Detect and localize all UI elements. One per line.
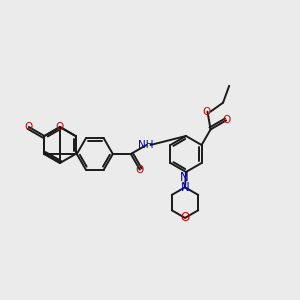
- Text: O: O: [202, 107, 211, 117]
- Text: N: N: [181, 181, 189, 194]
- Text: O: O: [180, 212, 190, 224]
- Text: O: O: [25, 122, 33, 132]
- Text: N: N: [180, 171, 188, 184]
- Text: O: O: [222, 116, 230, 125]
- Text: NH: NH: [138, 140, 153, 150]
- Text: O: O: [136, 165, 144, 175]
- Text: O: O: [56, 122, 64, 132]
